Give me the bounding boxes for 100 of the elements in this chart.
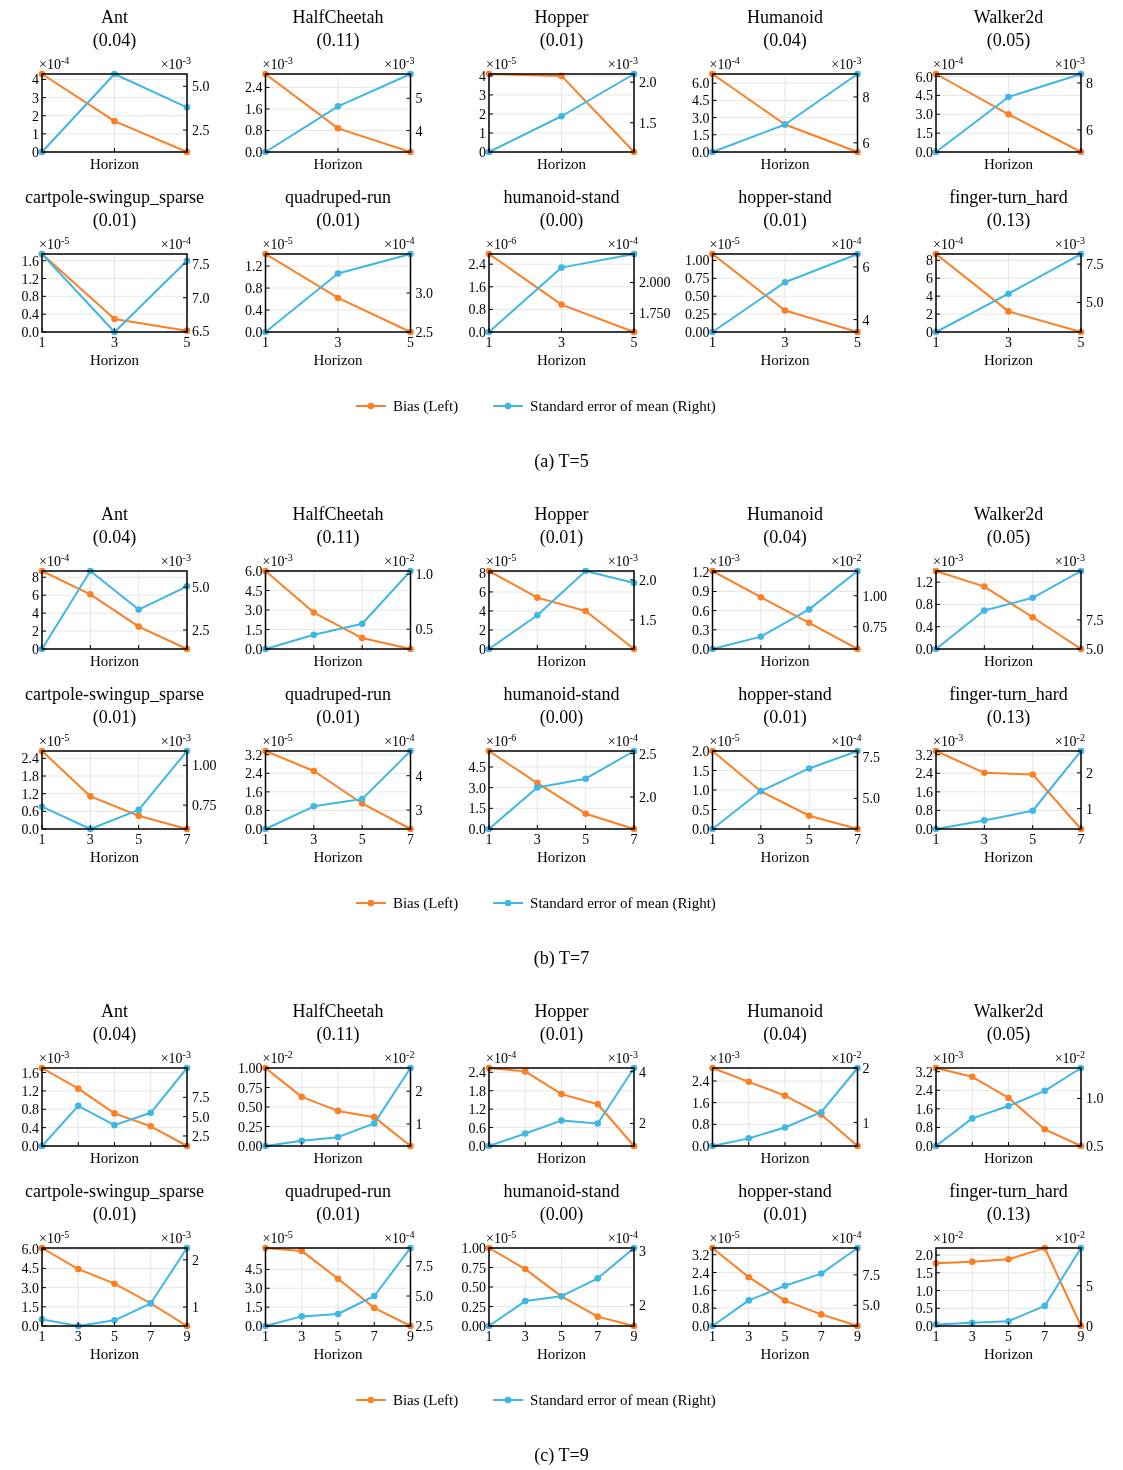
y-tick-label: 0.75 bbox=[685, 271, 710, 287]
y-tick-label: 4 bbox=[32, 72, 39, 88]
y2-tick-label: 1.0 bbox=[415, 567, 433, 583]
y-axis-title: ×10$^{-5}$ bbox=[262, 1228, 293, 1246]
chart-title: HalfCheetah bbox=[292, 7, 384, 27]
x-axis-title: Horizon bbox=[313, 1346, 364, 1362]
x-tick-label: 9 bbox=[407, 1329, 414, 1344]
y-tick-label: 2.4 bbox=[245, 766, 263, 782]
y2-axis-title: ×10$^{-3}$ bbox=[160, 551, 191, 569]
chart-subtitle: (0.01) bbox=[763, 707, 807, 728]
y2-tick-label: 5 bbox=[1086, 1278, 1093, 1294]
y2-tick-label: 0.75 bbox=[192, 798, 217, 814]
x-axis-title: Horizon bbox=[983, 1346, 1034, 1362]
y2-axis-title: ×10$^{-2}$ bbox=[384, 551, 415, 569]
y-tick-label: 0.0 bbox=[915, 822, 933, 837]
y2-axis-title: ×10$^{-2}$ bbox=[831, 1048, 862, 1066]
x-tick-label: 7 bbox=[407, 832, 414, 847]
x-tick-label: 5 bbox=[1029, 832, 1037, 847]
y-tick-label: 6.0 bbox=[21, 1242, 39, 1258]
y-tick-label: 0 bbox=[32, 642, 39, 657]
y-tick-label: 0 bbox=[479, 642, 486, 657]
x-tick-label: 5 bbox=[111, 1329, 118, 1344]
chart-subtitle: (0.01) bbox=[316, 1204, 360, 1225]
y-tick-label: 0.0 bbox=[21, 325, 39, 340]
y-tick-label: 0.0 bbox=[245, 642, 263, 657]
y2-axis-title: ×10$^{-4}$ bbox=[831, 731, 862, 749]
y2-tick-label: 6 bbox=[862, 135, 870, 151]
y2-axis-title: ×10$^{-4}$ bbox=[607, 731, 638, 749]
x-axis-title: Horizon bbox=[536, 352, 587, 368]
y2-tick-label: 1.750 bbox=[639, 306, 671, 322]
y2-tick-label: 2.5 bbox=[639, 746, 657, 762]
y-tick-label: 3.2 bbox=[915, 747, 933, 763]
y-tick-label: 4 bbox=[479, 603, 486, 619]
y-tick-label: 8 bbox=[479, 565, 486, 581]
x-tick-label: 3 bbox=[558, 335, 565, 350]
y-tick-label: 0.3 bbox=[692, 622, 710, 638]
y-tick-label: 0.00 bbox=[461, 1319, 486, 1334]
y-tick-label: 1 bbox=[479, 125, 486, 141]
y2-tick-label: 2.0 bbox=[639, 789, 657, 805]
y2-tick-label: 2.5 bbox=[192, 623, 210, 639]
y2-axis-title: ×10$^{-3}$ bbox=[607, 54, 638, 72]
chart-title: quadruped-run bbox=[285, 684, 391, 704]
y-tick-label: 4.5 bbox=[915, 88, 933, 104]
y-axis-title: ×10$^{-6}$ bbox=[486, 731, 517, 749]
y-tick-label: 6.0 bbox=[692, 76, 710, 92]
x-axis-title: Horizon bbox=[536, 653, 587, 669]
y2-tick-label: 5.0 bbox=[192, 79, 210, 95]
x-tick-label: 3 bbox=[757, 832, 765, 847]
x-tick-label: 3 bbox=[781, 335, 789, 350]
y-axis-title: ×10$^{-4}$ bbox=[709, 54, 740, 72]
chart-title: cartpole-swingup_sparse bbox=[25, 187, 204, 207]
y-tick-label: 0.0 bbox=[692, 1139, 710, 1154]
chart-subtitle: (0.04) bbox=[92, 1024, 137, 1045]
y-tick-label: 1.00 bbox=[238, 1061, 263, 1076]
x-tick-label: 5 bbox=[582, 832, 590, 847]
y-tick-label: 1.5 bbox=[245, 1300, 263, 1316]
y-axis-title: ×10$^{-5}$ bbox=[709, 731, 740, 749]
y2-tick-label: 0.75 bbox=[862, 619, 887, 635]
chart-title: finger-turn_hard bbox=[949, 187, 1068, 207]
x-axis-title: Horizon bbox=[313, 352, 364, 368]
y-axis-title: ×10$^{-4}$ bbox=[39, 54, 70, 72]
y2-tick-label: 4 bbox=[639, 1064, 646, 1080]
y2-tick-label: 2 bbox=[415, 1084, 423, 1100]
y-tick-label: 0.8 bbox=[245, 803, 263, 819]
x-tick-label: 5 bbox=[334, 1329, 342, 1344]
y-tick-label: 0.0 bbox=[692, 145, 710, 160]
x-tick-label: 7 bbox=[594, 1329, 602, 1344]
y-tick-label: 1.5 bbox=[915, 126, 933, 142]
y2-tick-label: 2 bbox=[1086, 765, 1093, 781]
chart-title: finger-turn_hard bbox=[949, 684, 1068, 704]
y2-tick-label: 0.5 bbox=[415, 622, 433, 638]
y2-tick-label: 1.00 bbox=[862, 588, 887, 604]
x-tick-label: 9 bbox=[183, 1329, 191, 1344]
chart-subtitle: (0.01) bbox=[316, 210, 360, 231]
chart-title: hopper-stand bbox=[738, 187, 832, 207]
chart-title: Humanoid bbox=[747, 1001, 823, 1021]
x-tick-label: 5 bbox=[630, 335, 638, 350]
x-axis-title: Horizon bbox=[89, 849, 140, 865]
y-tick-label: 0.0 bbox=[21, 1319, 39, 1334]
y-tick-label: 4 bbox=[479, 68, 486, 84]
y-tick-label: 3.0 bbox=[915, 107, 933, 123]
y2-tick-label: 7.5 bbox=[192, 257, 210, 273]
y-axis-title: ×10$^{-3}$ bbox=[933, 551, 964, 569]
y-tick-label: 0.0 bbox=[468, 1139, 486, 1154]
y-tick-label: 1.5 bbox=[915, 1265, 933, 1281]
y-tick-label: 0.0 bbox=[692, 1319, 710, 1334]
x-axis-title: Horizon bbox=[313, 849, 364, 865]
x-tick-label: 7 bbox=[854, 832, 861, 847]
y-tick-label: 2.0 bbox=[915, 1248, 933, 1264]
y-tick-label: 3 bbox=[479, 87, 486, 103]
y-tick-label: 8 bbox=[926, 253, 933, 269]
text: (c) T=9 bbox=[534, 1445, 589, 1466]
x-tick-label: 7 bbox=[183, 832, 191, 847]
y-tick-label: 1.6 bbox=[468, 279, 486, 295]
x-axis-title: Horizon bbox=[89, 352, 140, 368]
y2-tick-label: 7.5 bbox=[862, 1267, 880, 1283]
chart-title: humanoid-stand bbox=[503, 684, 620, 704]
y2-axis-title: ×10$^{-4}$ bbox=[831, 234, 862, 252]
chart-subtitle: (0.01) bbox=[316, 707, 360, 728]
y-tick-label: 3 bbox=[32, 90, 39, 106]
